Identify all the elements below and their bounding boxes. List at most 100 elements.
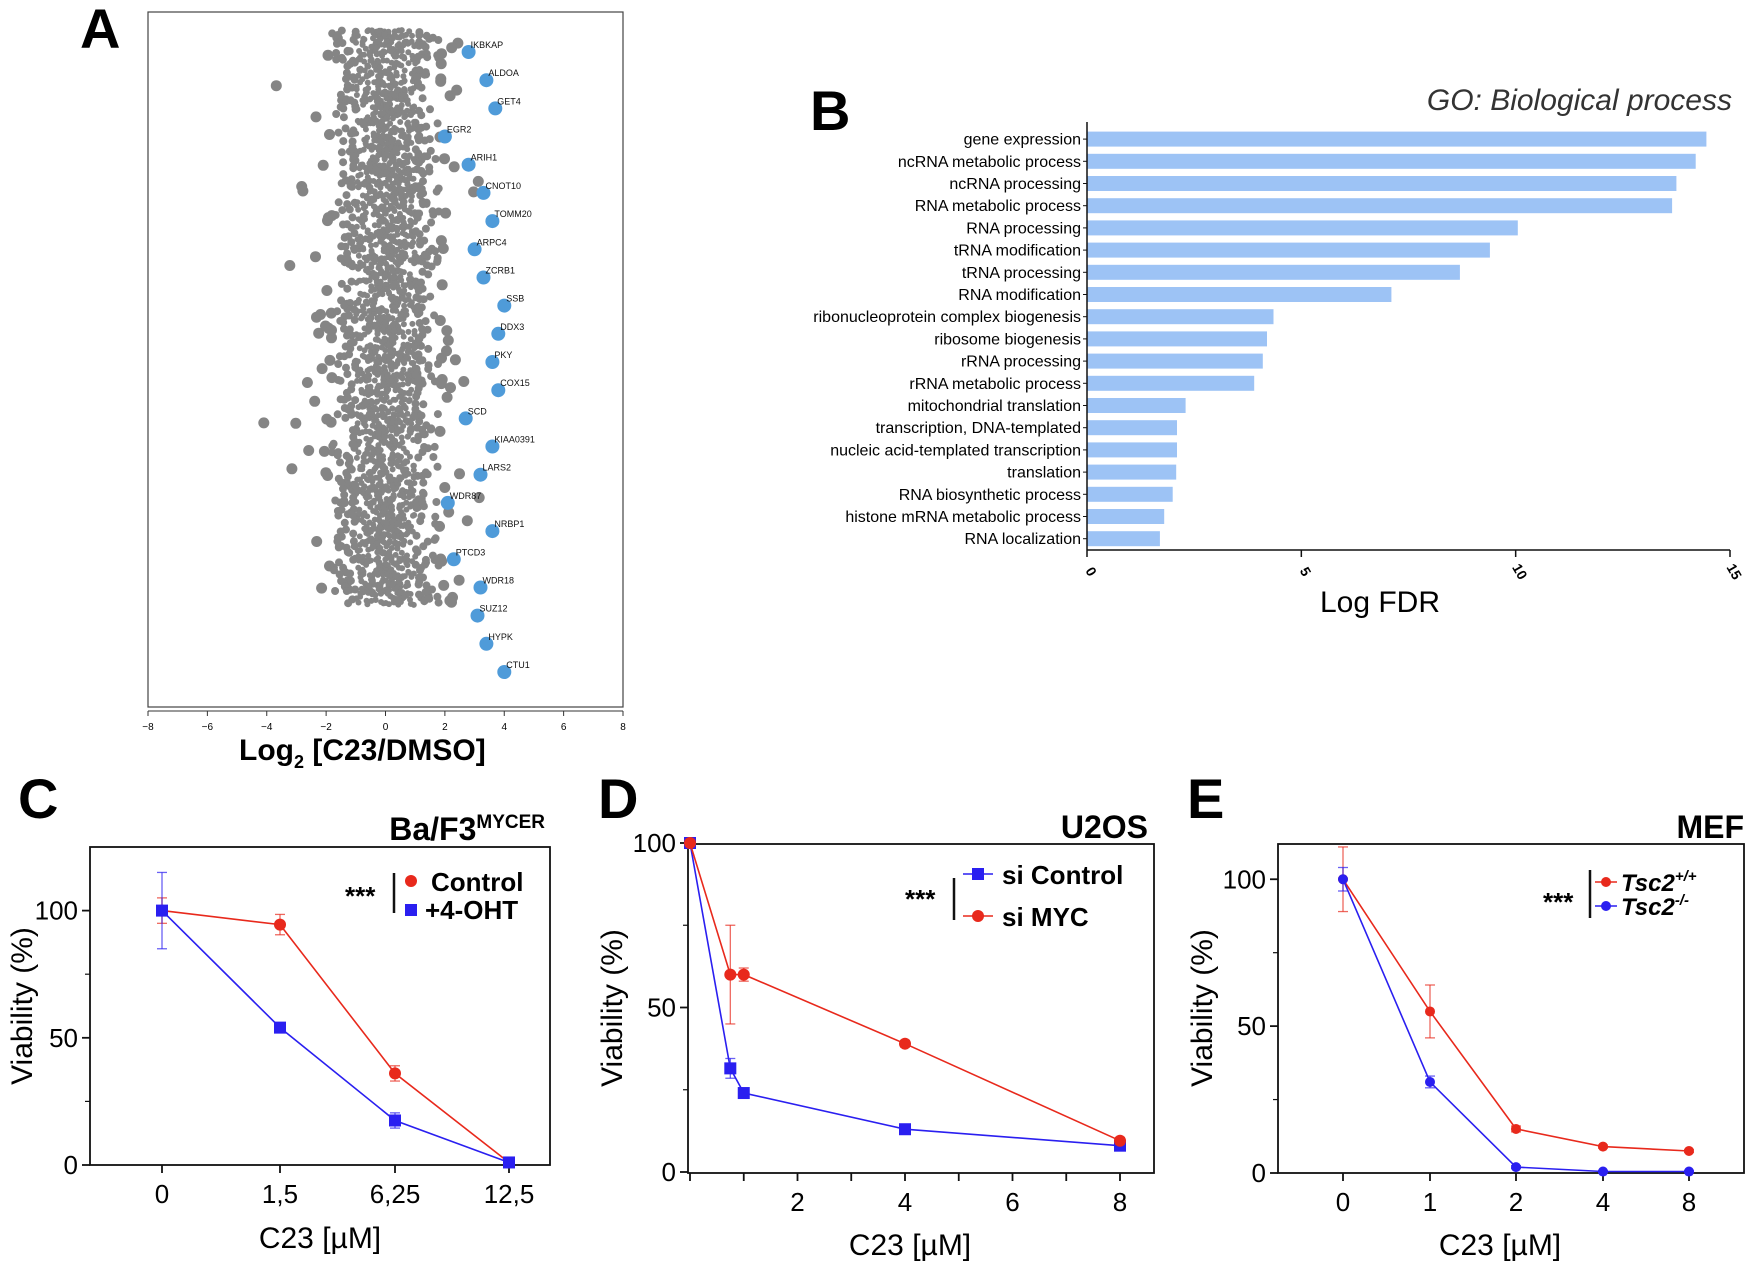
panel-a-x-title: Log2 [C23/DMSO]	[239, 734, 486, 772]
point	[431, 519, 440, 528]
gene-label-kiaa0391: KIAA0391	[494, 435, 535, 445]
x-tick-label: 2	[1509, 1187, 1523, 1217]
point	[417, 278, 425, 287]
point	[418, 325, 427, 334]
data-point-circle	[1598, 1166, 1608, 1177]
point	[398, 277, 405, 284]
a-tick-label: −2	[320, 722, 332, 733]
point	[398, 193, 405, 200]
b-tick-label: 10	[1509, 561, 1531, 583]
gene-label-hypk: HYPK	[488, 632, 513, 642]
x-tick-label: 12,5	[484, 1179, 535, 1209]
point	[368, 365, 375, 372]
point	[411, 182, 420, 191]
point	[410, 360, 417, 366]
point	[362, 140, 369, 147]
point	[420, 152, 429, 161]
point	[345, 350, 354, 359]
highlight-point-kiaa0391	[485, 439, 500, 454]
point	[351, 396, 360, 405]
point	[427, 218, 436, 227]
point	[382, 347, 389, 354]
point	[461, 515, 473, 527]
panel-a-highlights: IKBKAP ALDOA GET4 EGR2 ARIH1 CNOT10 TOMM20 ARPC…	[437, 40, 535, 679]
point	[396, 404, 402, 411]
point	[401, 86, 408, 92]
point	[384, 147, 390, 154]
gene-label-suz12: SUZ12	[480, 604, 508, 614]
point	[361, 325, 368, 332]
point	[367, 96, 373, 103]
point	[396, 203, 403, 210]
panel-c-y-title: Viability (%)	[6, 927, 39, 1085]
point	[388, 213, 395, 220]
point	[412, 364, 421, 373]
point	[398, 388, 404, 395]
highlight-point-ikbkap	[461, 45, 476, 59]
a-tick-label: −4	[261, 722, 273, 733]
point	[375, 167, 382, 174]
point	[394, 452, 401, 459]
point	[360, 146, 367, 153]
highlight-point-ctu1	[497, 665, 512, 679]
point	[297, 185, 309, 197]
d-legend-marker-1	[972, 910, 984, 922]
point	[424, 361, 433, 370]
point	[427, 262, 436, 271]
point	[387, 84, 394, 91]
point	[381, 336, 388, 343]
point	[406, 271, 413, 278]
point	[329, 439, 338, 448]
point	[454, 468, 465, 480]
point	[415, 31, 424, 40]
point	[316, 582, 328, 594]
point	[370, 90, 377, 97]
point	[398, 224, 405, 231]
point	[343, 249, 352, 258]
point	[392, 363, 399, 370]
a-tick-label: 6	[561, 722, 567, 733]
point	[468, 186, 480, 198]
bar-5	[1087, 242, 1490, 258]
panel-c-frame	[89, 846, 551, 1166]
point	[333, 307, 342, 316]
category-label-8: ribonucleoprotein complex biogenesis	[813, 309, 1081, 326]
point	[362, 298, 369, 305]
point	[399, 487, 406, 494]
point	[338, 206, 347, 215]
panel-d-ticks: 0 50 100 2 4 6 8	[633, 828, 1128, 1217]
c-legend-label-0: Control	[431, 867, 523, 897]
point	[372, 271, 379, 278]
category-label-7: RNA modification	[958, 287, 1081, 304]
highlight-point-arpc4	[467, 242, 482, 257]
point	[397, 119, 404, 125]
point	[371, 466, 378, 473]
point	[381, 438, 388, 445]
bar-1	[1087, 153, 1696, 169]
highlight-point-zcrb1	[476, 270, 491, 285]
point	[434, 36, 443, 44]
point	[397, 349, 404, 356]
point	[435, 378, 447, 390]
y-tick-label: 50	[647, 993, 676, 1023]
point	[409, 239, 416, 246]
y-tick-label: 100	[633, 828, 676, 858]
point	[337, 26, 346, 35]
point	[392, 561, 399, 568]
point	[348, 426, 357, 435]
point	[322, 49, 334, 61]
point	[436, 48, 447, 60]
point	[438, 579, 450, 591]
point	[363, 373, 370, 380]
point	[375, 554, 382, 561]
point	[472, 175, 484, 187]
point	[409, 32, 415, 39]
gene-label-cnot10: CNOT10	[486, 181, 522, 191]
point	[399, 565, 406, 572]
c-significance-stars: ***	[345, 881, 376, 911]
point	[379, 550, 386, 557]
bar-8	[1087, 309, 1274, 325]
point	[369, 104, 376, 111]
category-label-18: RNA localization	[965, 531, 1082, 548]
point	[365, 27, 372, 34]
